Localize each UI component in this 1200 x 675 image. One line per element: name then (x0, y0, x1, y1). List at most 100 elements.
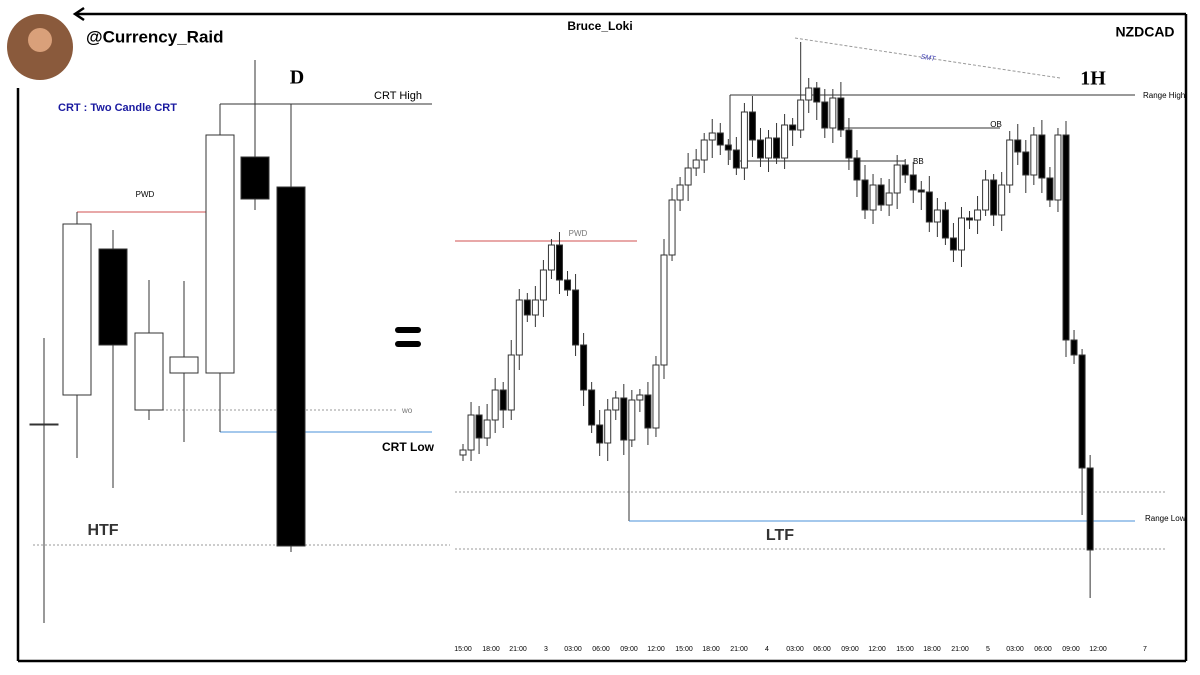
candle (837, 97, 845, 131)
candle (467, 414, 475, 451)
x-label: 12:00 (1089, 646, 1107, 653)
x-label: 21:00 (509, 646, 527, 653)
candle (740, 111, 748, 169)
candle (708, 132, 716, 141)
candle (62, 223, 92, 396)
avatar-face (28, 28, 52, 52)
candle (797, 99, 805, 131)
candle (276, 186, 306, 547)
candle (515, 299, 523, 356)
candle (773, 137, 781, 159)
candle (499, 389, 507, 411)
x-label: 09:00 (841, 646, 859, 653)
x-label: 18:00 (702, 646, 720, 653)
candle (483, 419, 491, 439)
candle (957, 217, 965, 251)
x-label: 12:00 (647, 646, 665, 653)
x-label: 03:00 (564, 646, 582, 653)
candle (861, 179, 869, 211)
crt-low: CRT Low (382, 440, 435, 454)
x-label: 15:00 (675, 646, 693, 653)
ltf-candles (459, 42, 1094, 598)
range-low: Range Low (1145, 514, 1186, 523)
x-label: 4 (765, 646, 769, 653)
candle (909, 174, 917, 191)
candle (845, 129, 853, 159)
pwd: PWD (136, 190, 155, 199)
x-label: 09:00 (1062, 646, 1080, 653)
candle (604, 409, 612, 444)
candle (990, 179, 998, 216)
x-label: 18:00 (923, 646, 941, 653)
candle (821, 101, 829, 129)
candle (491, 389, 499, 421)
candle (877, 184, 885, 206)
candle (885, 192, 893, 206)
range-high: Range High (1143, 91, 1185, 100)
candle (1070, 339, 1078, 356)
candle (781, 124, 789, 159)
crt-high: CRT High (374, 90, 422, 102)
x-label: 06:00 (1034, 646, 1052, 653)
candle (572, 289, 580, 346)
candle (998, 184, 1006, 216)
equals (395, 327, 421, 347)
x-label: 09:00 (620, 646, 638, 653)
candle (98, 248, 128, 346)
candle (564, 279, 572, 291)
candle (1054, 134, 1062, 201)
x-label: 21:00 (730, 646, 748, 653)
candle (716, 132, 724, 146)
x-label: 7 (1143, 646, 1147, 653)
candle (1062, 134, 1070, 341)
candle (917, 189, 925, 193)
candle (531, 299, 539, 316)
x-label: 03:00 (786, 646, 804, 653)
candle (1046, 177, 1054, 201)
x-label: 18:00 (482, 646, 500, 653)
candle (949, 237, 957, 251)
x-labels: 15:00 18:00 21:00 3 03:00 06:00 09:00 12:00 15:0… (454, 646, 1147, 653)
candle (789, 124, 797, 131)
x-label: 15:00 (896, 646, 914, 653)
candle (612, 397, 620, 411)
candle (1078, 354, 1086, 469)
smt: SMT (920, 54, 936, 63)
candle (596, 424, 604, 444)
candle (1006, 139, 1014, 186)
x-label: 21:00 (951, 646, 969, 653)
candle (748, 111, 756, 141)
frame (16, 6, 1188, 663)
candle (700, 139, 708, 161)
candle (459, 449, 467, 456)
timeframe: D (290, 67, 304, 89)
candle (765, 137, 773, 159)
x-label: 12:00 (868, 646, 886, 653)
candle (1030, 134, 1038, 176)
candle (869, 184, 877, 211)
timeframe-1h: 1H (1080, 68, 1106, 90)
candle (1022, 151, 1030, 176)
candle (724, 144, 732, 151)
candle (941, 209, 949, 239)
candle (893, 164, 901, 194)
ob: OB (990, 120, 1002, 129)
candle (205, 134, 235, 374)
candle (1086, 467, 1094, 551)
x-label: 3 (544, 646, 548, 653)
candle (636, 394, 644, 401)
ltf-label: LTF (766, 527, 794, 544)
candle (169, 356, 199, 374)
candle (555, 244, 563, 281)
pwd-ltf: PWD (569, 229, 588, 238)
candle (539, 269, 547, 301)
candle (813, 87, 821, 103)
candle (644, 394, 652, 429)
candle (628, 399, 636, 441)
candle (853, 157, 861, 181)
candle (240, 156, 270, 200)
htf-label: HTF (87, 522, 118, 539)
handle: @Currency_Raid (86, 27, 224, 46)
candle (805, 87, 813, 101)
x-label: 06:00 (592, 646, 610, 653)
